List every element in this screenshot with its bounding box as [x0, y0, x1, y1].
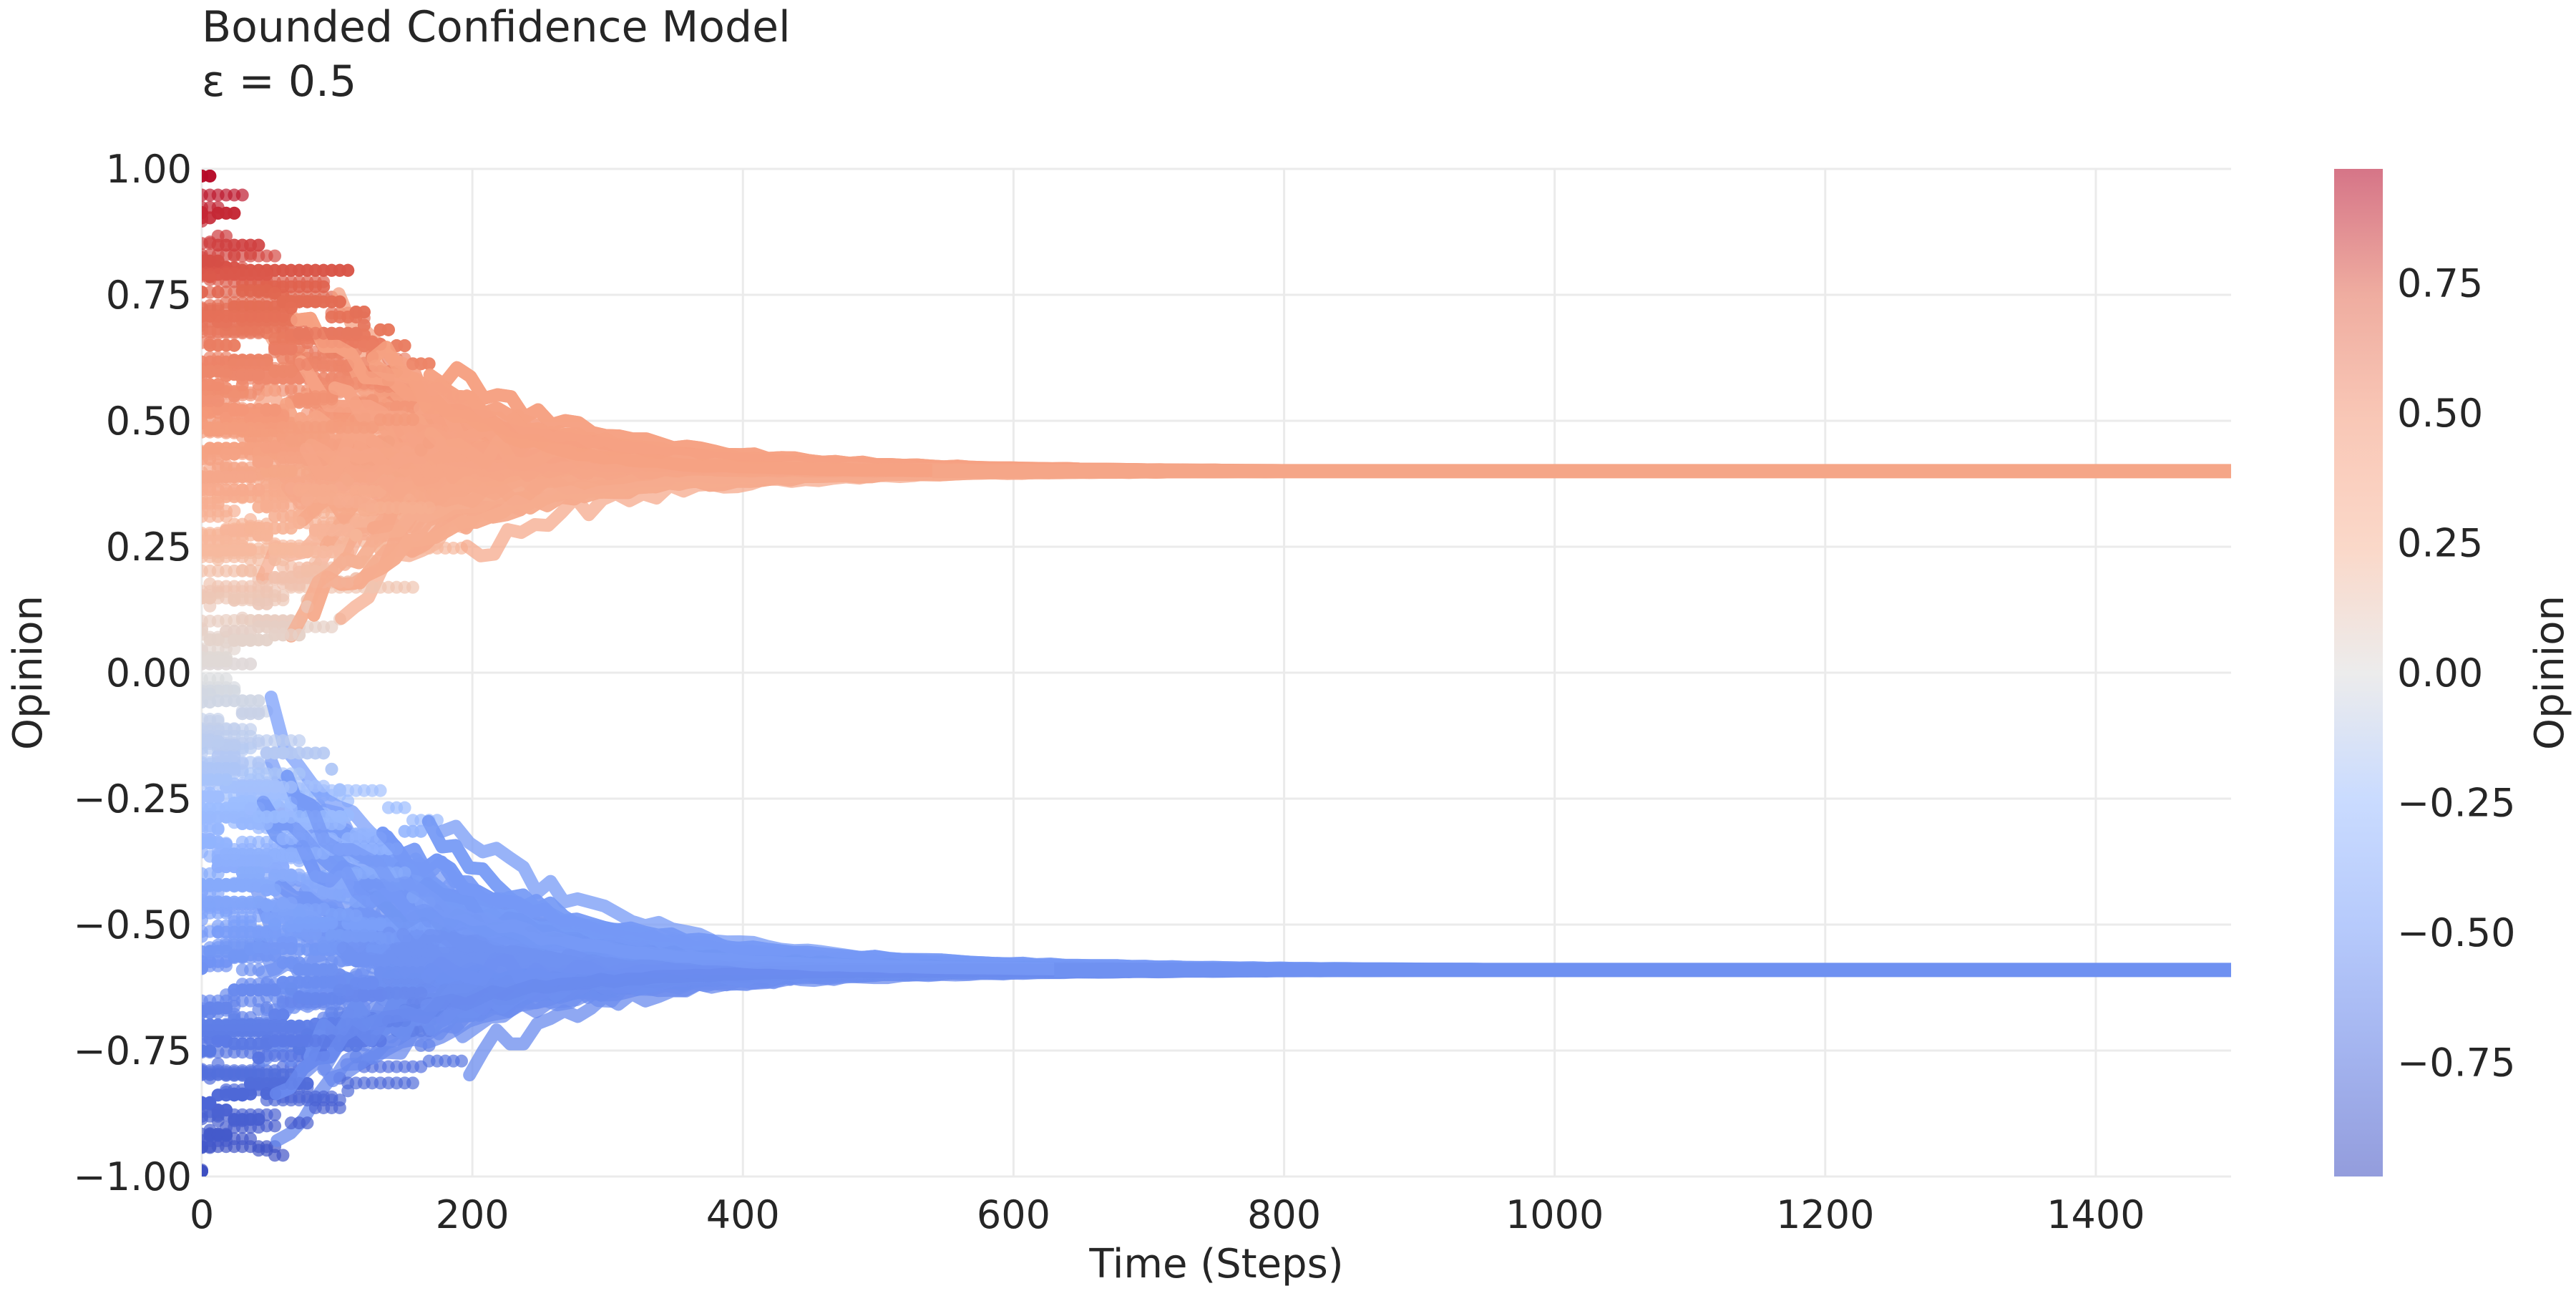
opinion-point — [276, 500, 289, 512]
opinion-point — [317, 746, 330, 759]
opinion-point — [285, 343, 298, 356]
opinion-point — [399, 802, 411, 814]
opinion-point — [252, 694, 265, 707]
opinion-point — [244, 1132, 257, 1145]
opinion-point — [195, 286, 208, 298]
opinion-point — [203, 591, 216, 604]
opinion-point — [195, 1112, 208, 1125]
opinion-point — [326, 763, 338, 776]
opinion-point — [350, 529, 363, 542]
opinion-point — [317, 780, 330, 793]
opinion-point — [236, 189, 249, 202]
opinion-point — [260, 529, 273, 542]
opinion-point — [317, 281, 330, 293]
opinion-point — [244, 544, 257, 557]
opinion-point — [244, 658, 257, 671]
opinion-point — [268, 918, 281, 931]
opinion-point — [260, 899, 273, 912]
opinion-point — [333, 783, 346, 796]
opinion-point — [212, 498, 225, 511]
opinion-point — [326, 484, 338, 497]
opinion-point — [268, 1119, 281, 1132]
opinion-point — [268, 250, 281, 263]
grid — [202, 169, 2231, 1176]
opinion-point — [285, 781, 298, 794]
opinion-point — [423, 501, 436, 514]
opinion-point — [333, 810, 346, 823]
opinion-point — [252, 707, 265, 720]
opinion-point — [212, 735, 225, 748]
opinion-point — [252, 483, 265, 496]
opinion-point — [276, 1149, 289, 1161]
opinion-point — [252, 239, 265, 252]
opinion-point — [406, 581, 419, 594]
opinion-point — [260, 598, 273, 610]
opinion-point — [228, 448, 240, 461]
opinion-point — [333, 1101, 346, 1114]
opinion-point — [301, 358, 313, 371]
opinion-point — [285, 464, 298, 477]
opinion-point — [228, 390, 240, 403]
opinion-point — [276, 746, 289, 759]
opinion-point — [301, 1116, 313, 1129]
opinion-point — [293, 734, 306, 747]
opinion-point — [220, 673, 233, 686]
opinion-point — [228, 739, 240, 751]
opinion-point — [350, 910, 363, 922]
opinion-point — [301, 545, 313, 557]
opinion-point — [212, 286, 225, 299]
opinion-point — [293, 516, 306, 529]
opinion-point — [268, 1109, 281, 1121]
opinion-point — [309, 903, 322, 916]
opinion-point — [374, 784, 387, 797]
opinion-point — [212, 823, 225, 836]
opinion-point — [455, 1055, 468, 1068]
opinion-point — [406, 1076, 419, 1089]
opinion-point — [195, 930, 208, 943]
opinion-point — [276, 589, 289, 602]
